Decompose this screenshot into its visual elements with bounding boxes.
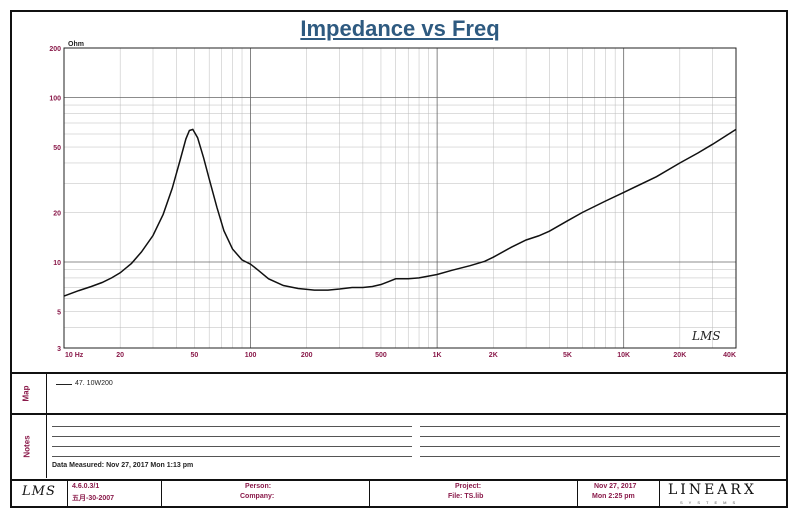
x-tick-label: 40K	[723, 352, 736, 359]
linearx-sub: SYSTEMS	[680, 500, 742, 505]
notes-rule	[420, 456, 780, 457]
legend-section-label: Map	[21, 385, 31, 402]
y-unit-label: Ohm	[68, 41, 84, 48]
separator-notes	[12, 413, 786, 415]
footer-version-cell	[68, 481, 162, 506]
legend-entry: 47. 10W200	[75, 380, 113, 387]
impedance-chart: 3 5 10 20 50 100 200 10 Hz 20 50 100 200 500 1K 2K 5K 1…	[49, 41, 737, 359]
y-tick-label: 5	[57, 310, 61, 317]
linearx-logo: LINEARX	[668, 482, 757, 498]
x-tick-label: 20K	[673, 352, 686, 359]
y-tick-label: 200	[49, 46, 61, 53]
x-tick-label: 50	[191, 352, 199, 359]
y-tick-label: 3	[57, 346, 61, 353]
footer-date-cell	[578, 481, 660, 506]
footer-company: Company:	[240, 493, 275, 500]
footer-version-sub: 五月-30-2007	[72, 495, 115, 502]
notes-rule	[420, 436, 780, 437]
footer-project: Project:	[455, 483, 482, 490]
notes-side-cell	[12, 414, 47, 478]
legend-side-cell	[12, 373, 47, 414]
notes-rule	[420, 426, 780, 427]
x-tick-label: 20	[116, 352, 124, 359]
x-tick-label: 10K	[617, 352, 630, 359]
lms-logo: LMS	[22, 484, 56, 499]
notes-rule	[420, 446, 780, 447]
x-tick-label: 100	[245, 352, 257, 359]
x-tick-label: 500	[375, 352, 387, 359]
footer-person-cell	[162, 481, 370, 506]
y-tick-label: 20	[53, 210, 61, 217]
notes-rule	[52, 426, 412, 427]
plot-area	[63, 47, 737, 349]
date-measured: Data Measured: Nov 27, 2017 Mon 1:13 pm	[52, 462, 194, 469]
y-tick-label: 100	[49, 96, 61, 103]
footer-file: File: TS.lib	[448, 493, 484, 500]
impedance-curve	[63, 128, 737, 297]
separator-footer	[12, 479, 786, 481]
x-tick-label: 1K	[433, 352, 442, 359]
y-tick-label: 50	[53, 145, 61, 152]
chart-title: Impedance vs Freq	[300, 16, 500, 41]
footer-date: Nov 27, 2017	[594, 483, 637, 490]
footer-logo-cell	[12, 481, 68, 506]
x-tick-label: 10 Hz	[65, 352, 84, 359]
x-tick-label: 5K	[563, 352, 572, 359]
outer-frame	[10, 10, 788, 508]
footer-project-cell	[370, 481, 578, 506]
notes-section-label: Notes	[22, 435, 32, 458]
footer-time: Mon 2:25 pm	[592, 493, 635, 500]
separator-legend	[12, 372, 786, 374]
notes-rule	[52, 456, 412, 457]
footer-version: 4.6.0.3/1	[72, 483, 100, 490]
legend-swatch	[56, 384, 72, 385]
lms-watermark: LMS	[691, 329, 720, 343]
y-tick-label: 10	[53, 260, 61, 267]
notes-rule	[52, 446, 412, 447]
notes-rule	[52, 436, 412, 437]
x-tick-label: 200	[301, 352, 313, 359]
footer-person: Person:	[245, 483, 272, 490]
x-tick-label: 2K	[489, 352, 498, 359]
